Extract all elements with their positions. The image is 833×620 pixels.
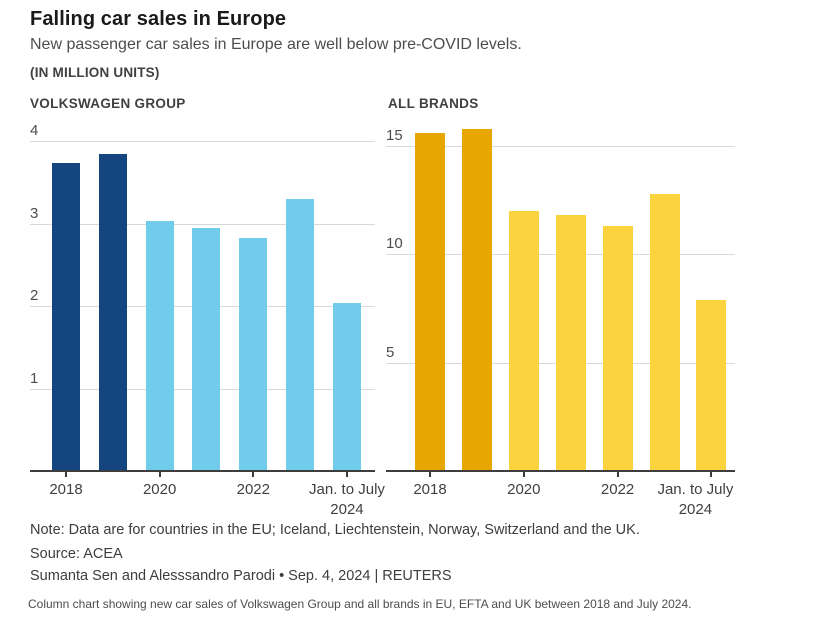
all-brands-bar-chart: 5 10 15 2018 2020 2022 Jan. to July 2024 [386,120,735,518]
bar-2018 [52,163,80,471]
bar-2021 [555,215,586,471]
units-label: (IN MILLION UNITS) [30,65,160,80]
y-axis-tick-label: 15 [386,126,403,144]
bar-2021 [192,227,221,471]
bar-2023 [649,193,680,471]
x-axis-tick [710,472,713,477]
bar-2020 [508,210,539,471]
x-axis-tick [158,472,161,477]
x-axis-tick [429,472,431,477]
y-axis-tick-label: 4 [30,122,39,139]
x-axis-tick [522,472,525,477]
y-axis-tick-label: 10 [386,235,403,253]
x-axis-tick [616,472,619,477]
accessibility-caption: Column chart showing new car sales of Vo… [28,597,692,611]
x-axis-line [386,470,735,472]
gridline [386,145,735,147]
footnote: Note: Data are for countries in the EU; … [30,522,640,538]
bar-2022 [602,226,633,471]
x-axis-tick-label: 2018 [413,481,447,498]
x-axis-tick-label: 2022 [600,481,635,498]
x-axis-tick-label: 2022 [236,481,270,498]
y-axis-tick-label: 3 [30,204,39,222]
x-axis-tick-label: 2018 [49,481,83,498]
bar-2022 [239,237,268,471]
bar-2023 [286,198,315,471]
x-axis-tick-label: 2020 [507,481,541,498]
x-axis-tick-label: Jan. to July 2024 [309,481,385,519]
page-title: Falling car sales in Europe [30,8,287,30]
bar-2020 [145,221,174,471]
chart-subtitle: New passenger car sales in Europe are we… [30,36,522,53]
x-axis-tick [345,472,348,477]
x-axis-tick-label: 2020 [142,481,177,498]
y-axis-tick-label: 2 [30,287,39,304]
volkswagen-group-bar-chart: 1 2 3 4 2018 2020 2022 Jan. to July 2024 [30,120,385,518]
gridline [30,141,375,142]
bar-2018 [415,132,445,471]
x-axis-tick [252,472,255,477]
chart-title-volkswagen-group: VOLKSWAGEN GROUP [30,96,186,111]
bar-jan-to-july-2024 [696,299,727,471]
gridline [30,223,375,225]
x-axis-line [30,470,375,472]
y-axis-tick-label: 5 [386,343,395,361]
bar-jan-to-july-2024 [332,302,361,471]
x-axis-tick [65,472,67,477]
x-axis-tick-label: Jan. to July 2024 [657,481,734,519]
source-line: Source: ACEA [30,546,123,562]
byline: Sumanta Sen and Alesssandro Parodi • Sep… [30,568,452,584]
chart-title-all-brands: ALL BRANDS [388,96,479,111]
y-axis-tick-label: 1 [30,369,39,387]
bar-2019 [461,128,492,471]
bar-2019 [98,154,127,471]
